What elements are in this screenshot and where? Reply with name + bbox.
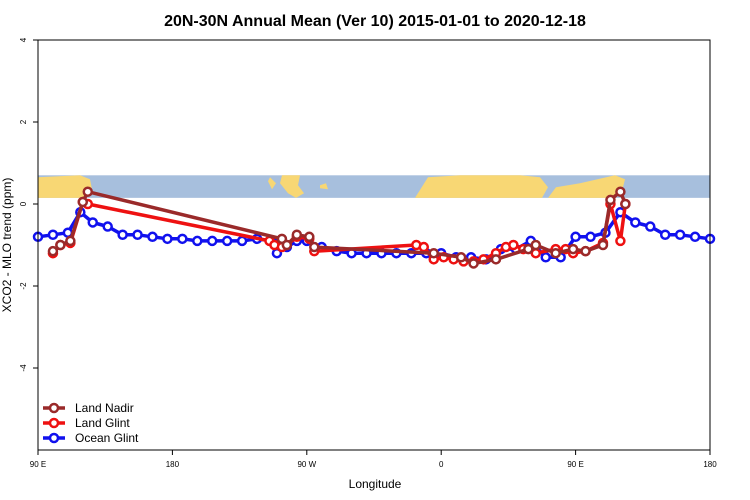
data-point xyxy=(570,231,581,243)
data-point xyxy=(47,229,59,240)
data-point xyxy=(102,221,113,232)
data-point xyxy=(490,254,502,265)
x-axis-label: Longitude xyxy=(349,477,402,491)
y-axis-label: XCO2 - MLO trend (ppm) xyxy=(0,178,14,313)
y-tick-label: -4 xyxy=(19,364,28,372)
legend-item-ocean-glint: Ocean Glint xyxy=(43,431,139,445)
data-point xyxy=(162,233,173,245)
data-point xyxy=(605,194,616,206)
data-point xyxy=(221,235,233,247)
data-point xyxy=(65,235,76,247)
data-point xyxy=(428,247,439,259)
y-axis: 4 2 0 -2 -4 xyxy=(19,37,38,372)
y-tick-label: -2 xyxy=(19,282,28,290)
data-point xyxy=(550,247,561,259)
data-point xyxy=(674,229,686,240)
data-point xyxy=(304,231,315,243)
data-point xyxy=(580,245,591,257)
y-tick-label: 4 xyxy=(19,37,28,42)
map-band xyxy=(38,175,710,198)
x-tick-label: 0 xyxy=(439,460,444,469)
data-point xyxy=(147,231,158,243)
legend-marker xyxy=(48,417,60,429)
data-point xyxy=(418,241,430,253)
data-point xyxy=(523,243,534,255)
data-point xyxy=(659,229,671,240)
map-land-5 xyxy=(548,175,625,198)
x-tick-label: 90 W xyxy=(297,460,316,469)
data-point xyxy=(620,198,631,210)
legend-item-land-nadir: Land Nadir xyxy=(43,401,134,415)
series-land-nadir xyxy=(47,186,631,269)
data-point xyxy=(585,231,596,243)
data-point xyxy=(630,217,641,228)
x-tick-label: 180 xyxy=(166,460,180,469)
data-point xyxy=(567,243,579,255)
data-point xyxy=(236,235,248,247)
data-point xyxy=(117,229,128,240)
data-point xyxy=(615,235,626,247)
data-point xyxy=(132,229,143,240)
data-point xyxy=(87,217,99,228)
series-layer xyxy=(32,186,716,269)
map-land-4 xyxy=(415,175,548,198)
legend-marker xyxy=(48,402,60,414)
x-tick-label: 90 E xyxy=(567,460,583,469)
data-point xyxy=(177,233,188,245)
data-point xyxy=(55,239,66,251)
data-point xyxy=(455,252,467,263)
data-point xyxy=(645,221,656,232)
data-point xyxy=(530,239,542,251)
data-point xyxy=(508,239,519,251)
data-point xyxy=(615,186,626,197)
data-point xyxy=(597,239,609,251)
y-tick-label: 0 xyxy=(19,201,28,206)
x-axis: 90 E 180 90 W 0 90 E 180 xyxy=(30,450,717,469)
data-point xyxy=(468,258,479,269)
legend-marker xyxy=(48,432,60,444)
data-point xyxy=(192,235,203,247)
chart-title: 20N-30N Annual Mean (Ver 10) 2015-01-01 … xyxy=(164,13,586,30)
data-point xyxy=(540,252,551,263)
data-point xyxy=(689,231,701,243)
data-point xyxy=(82,186,94,197)
legend-label: Land Glint xyxy=(75,416,130,430)
y-tick-label: 2 xyxy=(19,119,28,124)
x-tick-label: 90 E xyxy=(30,460,46,469)
data-point xyxy=(281,239,293,251)
legend-item-land-glint: Land Glint xyxy=(43,416,130,430)
legend-label: Ocean Glint xyxy=(75,431,139,445)
plot-frame xyxy=(37,39,711,451)
map-land-2 xyxy=(280,175,304,198)
map-land-1 xyxy=(268,177,276,190)
map-land-3 xyxy=(320,183,328,190)
legend-label: Land Nadir xyxy=(75,401,134,415)
data-point xyxy=(291,229,303,240)
data-point xyxy=(77,196,89,208)
x-tick-label: 180 xyxy=(703,460,717,469)
data-point xyxy=(206,235,218,247)
map-land-0 xyxy=(38,175,92,198)
data-point xyxy=(47,245,59,257)
data-point xyxy=(309,241,320,253)
